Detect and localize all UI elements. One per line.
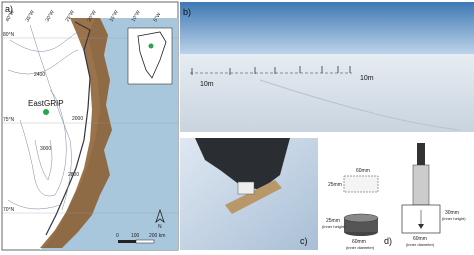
latitude-label: 75°N [3, 117, 15, 123]
panel-label: c) [300, 236, 308, 246]
distance-label: 10m [200, 81, 214, 88]
longitude-label: 10°W [131, 9, 142, 23]
contour-label: 3000 [40, 146, 51, 152]
panel-label: b) [183, 7, 191, 17]
longitude-label: 30°W [45, 9, 56, 23]
north-label: N [158, 224, 162, 230]
latitude-label: 80°N [3, 32, 15, 38]
dimension-label: 60mm [413, 236, 427, 242]
dimension-note: (inner height) [442, 216, 466, 221]
diagram-panel: 60mm 25mm 25mm (inner height) 60mm (inne… [320, 138, 474, 250]
panel-label: d) [384, 236, 392, 246]
contour-label: 2000 [72, 116, 83, 122]
dimension-note: (inner diameter) [346, 245, 375, 250]
distance-label: 10m [360, 75, 374, 82]
photo-panel: c) [180, 138, 318, 250]
longitude-label: 20°W [87, 9, 98, 23]
dimension-label: 25mm [328, 182, 342, 188]
longitude-label: 15°W [109, 9, 120, 23]
longitude-label: 40°W [5, 9, 16, 23]
scale-label: 100 [131, 233, 140, 239]
contour-label: 2400 [34, 72, 45, 78]
latitude-label: 70°N [3, 207, 15, 213]
dimension-note: (inner diameter) [406, 242, 435, 247]
panel-label: a) [5, 4, 13, 14]
map-panel: a) 40°W 35°W 30°W 25°W 20°W 15°W 10°W 5°W 80°N … [1, 1, 179, 251]
site-label: EastGRIP [28, 99, 64, 108]
dimension-label: 60mm [352, 239, 366, 245]
scale-label: 200 km [149, 233, 165, 239]
longitude-label: 35°W [25, 9, 36, 23]
longitude-label: 5°W [153, 12, 163, 23]
dimension-note: (inner height) [322, 224, 346, 229]
dimension-label: 60mm [356, 168, 370, 174]
site-marker [43, 109, 49, 115]
dimension-label: 30mm [445, 210, 459, 216]
contour-label: 2800 [68, 172, 79, 178]
scale-label: 0 [116, 233, 119, 239]
dimension-label: 25mm [326, 218, 340, 224]
photo-panel: b) 10m 10m [180, 2, 474, 132]
longitude-label: 25°W [65, 9, 76, 23]
